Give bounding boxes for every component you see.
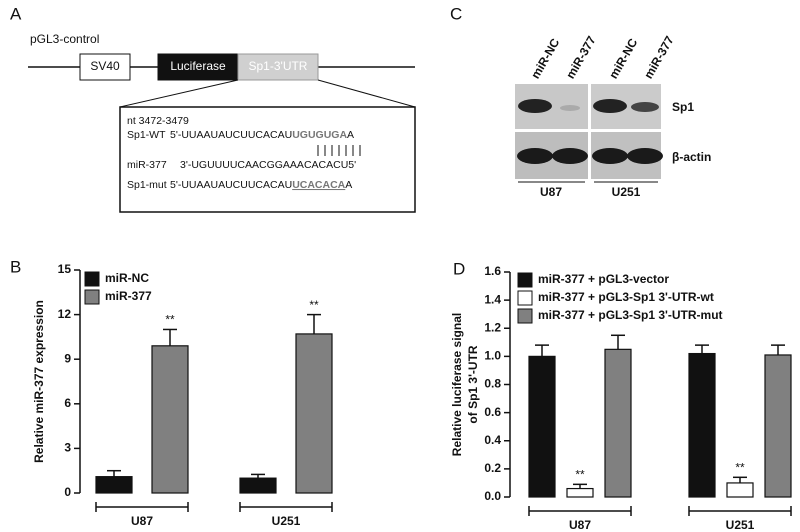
panel-label: D [453,259,465,278]
y-tick-label: 9 [64,351,71,365]
utr-box [237,53,319,81]
x-tick-label: U251 [726,518,755,532]
y-tick-label: 1.0 [484,349,501,363]
luciferase-box [157,53,239,81]
element-label: Sp1-3'UTR [249,59,308,73]
bar [604,348,632,498]
y-tick-label: 0.6 [484,405,501,419]
bar [528,355,556,498]
sequence-part: A [347,129,354,141]
protein-label: β-actin [672,150,711,164]
bar [688,352,716,498]
y-tick-label: 1.6 [484,264,501,278]
lane-label: miR-377 [563,33,599,81]
vector-name: pGL3-control [30,32,99,46]
sequence: 3'-UGUUUUCAACGGAAACACACU5' [180,159,356,171]
significance-label: ** [165,313,175,327]
x-tick-label: U251 [272,514,301,528]
lane-label: miR-377 [641,33,677,81]
bar [726,482,754,498]
y-axis-label: of Sp1 3'-UTR [466,345,480,424]
legend-swatch [84,271,100,287]
legend-label: miR-377 + pGL3-Sp1 3'-UTR-wt [538,290,714,304]
panel-label: C [450,4,462,23]
bar [151,345,189,494]
bar [566,487,594,498]
legend-swatch [517,308,533,324]
bar [295,333,333,494]
y-tick-label: 0.8 [484,377,501,391]
cell-line-label: U87 [540,185,562,199]
sv40-box [79,53,131,81]
blot [515,84,663,179]
legend-swatch [517,272,533,288]
legend-label: miR-377 + pGL3-vector [538,272,669,286]
y-axis-label: Relative miR-377 expression [32,300,46,463]
panel-label: B [10,257,21,276]
y-axis-label: Relative luciferase signal [450,313,464,456]
mutated-site: UCACACA [292,179,345,191]
y-tick-label: 1.4 [484,292,501,306]
seed-site: UGUGUGA [292,129,347,141]
legend-label: miR-377 [105,289,152,303]
lane-label: miR-NC [528,36,562,81]
inset-box [119,106,416,213]
zoom-line [317,79,416,108]
significance-label: ** [309,298,319,312]
sequence-name: Sp1-mut [127,179,167,191]
y-tick-label: 0 [64,485,71,499]
legend-label: miR-NC [105,271,149,285]
significance-label: ** [735,460,745,474]
sequence-name: Sp1-WT [127,129,166,141]
protein-label: Sp1 [672,100,694,114]
sequence: 5'-UUAAUAUCUUCACAUUGUGUGAA [170,129,354,141]
y-tick-label: 0.4 [484,433,501,447]
y-tick-label: 6 [64,396,71,410]
legend-swatch [84,289,100,305]
y-tick-label: 1.2 [484,320,501,334]
significance-label: ** [575,468,585,482]
y-tick-label: 15 [58,262,72,276]
legend-swatch [517,290,533,306]
bar [239,477,277,494]
x-tick-label: U87 [569,518,591,532]
bar [95,476,133,494]
y-tick-label: 12 [58,307,72,321]
y-tick-label: 0.2 [484,461,501,475]
sequence: 5'-UUAAUAUCUUCACAUUCACACAA [170,179,352,191]
x-tick-label: U87 [131,514,153,528]
site-label: nt 3472-3479 [127,115,189,127]
element-label: Luciferase [170,59,226,73]
sequence-name: miR-377 [127,159,167,171]
zoom-line [119,79,239,108]
sequence-part: 5'-UUAAUAUCUUCACAU [170,129,292,141]
sequence-part: A [345,179,352,191]
pairing-bars [317,145,361,156]
legend-label: miR-377 + pGL3-Sp1 3'-UTR-mut [538,308,723,322]
element-label: SV40 [90,59,120,73]
cell-line-label: U251 [612,185,641,199]
bar [764,354,792,498]
panel-label: A [10,4,22,23]
y-tick-label: 0.0 [484,489,501,503]
y-tick-label: 3 [64,441,71,455]
sequence-part: 5'-UUAAUAUCUUCACAU [170,179,292,191]
lane-label: miR-NC [606,36,640,81]
